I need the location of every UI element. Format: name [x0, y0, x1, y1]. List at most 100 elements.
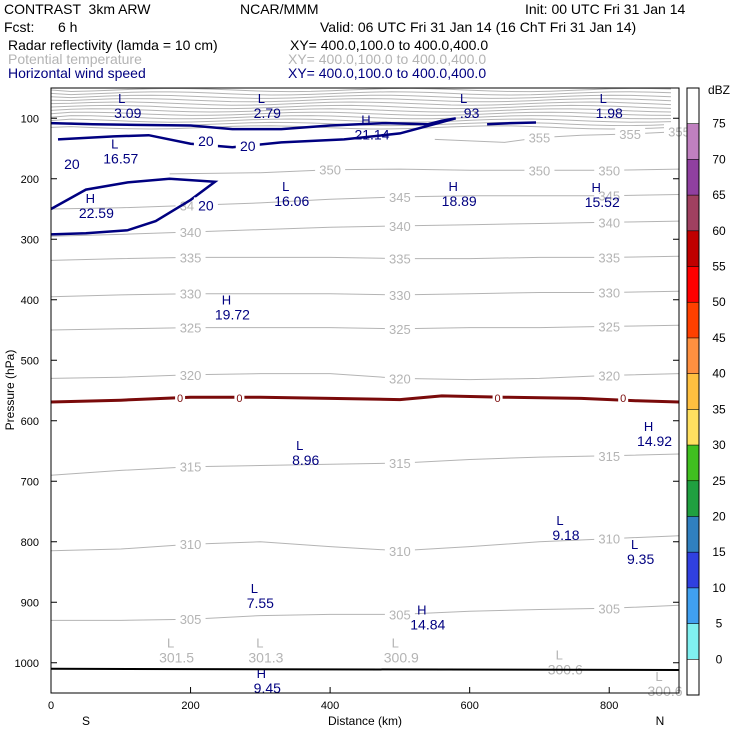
colorbar-unit: dBZ — [708, 83, 730, 97]
colorbar-swatch — [687, 159, 699, 196]
extremum-value: .93 — [460, 105, 480, 121]
theta-label-bg — [594, 600, 625, 616]
stratosphere-theta-line — [50, 118, 672, 123]
extremum-value: 14.84 — [410, 616, 445, 632]
wind-label-bg — [193, 197, 218, 213]
colorbar-swatch — [687, 659, 699, 695]
stratosphere-theta-line — [50, 91, 672, 96]
colorbar-frame — [686, 87, 700, 696]
extremum-value: 300.9 — [384, 650, 419, 666]
colorbar-swatch — [687, 552, 699, 588]
theta-label-315: 315 — [180, 460, 202, 475]
theta-label-320: 320 — [389, 371, 411, 386]
theta-label-340: 340 — [389, 219, 411, 234]
extremum-high-marker: H — [222, 293, 231, 308]
extremum-high-marker: H — [86, 191, 95, 206]
colorbar-label: 15 — [712, 545, 726, 559]
theta-label-315: 315 — [389, 456, 411, 471]
wind-speed-label: 20 — [64, 156, 80, 172]
extremum-low-marker: L — [296, 438, 303, 453]
colorbar-label: 70 — [712, 152, 726, 166]
theta-label-bg — [384, 370, 415, 386]
x-tick-label: 600 — [460, 700, 478, 712]
theta-label-bg — [594, 318, 625, 334]
y-tick-label: 400 — [21, 295, 39, 307]
colorbar-swatch — [687, 480, 699, 517]
wind-contour-20-right — [487, 121, 537, 126]
wind-label-bg — [59, 156, 84, 172]
extremum-low-marker: L — [556, 648, 563, 663]
theta-label-320: 320 — [180, 368, 202, 383]
theta-label-bg — [594, 367, 625, 383]
wind-speed-label: 20 — [240, 138, 256, 154]
theta-label-310: 310 — [180, 537, 202, 552]
org-name: NCAR/MMM — [240, 1, 319, 17]
extremum-value: 19.72 — [215, 307, 250, 323]
y-axis-label: Pressure (hPa) — [3, 350, 17, 431]
colorbar-label: 35 — [712, 402, 726, 416]
theta-label-350: 350 — [598, 163, 620, 178]
init-time: Init: 00 UTC Fri 31 Jan 14 — [525, 1, 686, 17]
theta-label-bg — [384, 455, 415, 471]
freezing-label-bg — [492, 391, 503, 403]
stratosphere-theta-line — [50, 111, 672, 116]
field-xy-reflectivity: XY= 400.0,100.0 to 400.0,400.0 — [290, 37, 489, 53]
theta-label-bg — [594, 214, 625, 230]
forecast-label: Fcst: — [4, 19, 35, 35]
field-xy-wind: XY= 400.0,100.0 to 400.0,400.0 — [288, 65, 487, 81]
theta-label-bg — [594, 187, 625, 203]
extremum-low-marker: L — [631, 537, 638, 552]
theta-label-bg — [175, 223, 206, 239]
freezing-level-label: 0 — [495, 393, 501, 405]
theta-label-bg — [384, 320, 415, 336]
theta-label-bg — [175, 536, 206, 552]
theta-label-355: 355 — [619, 127, 641, 142]
extremum-value: 3.09 — [114, 105, 141, 121]
theta-label-305: 305 — [180, 612, 202, 627]
freezing-level-label: 0 — [236, 393, 242, 405]
extremum-low-marker: L — [118, 91, 125, 106]
extremum-high-marker: H — [361, 112, 370, 127]
extremum-high-marker: H — [592, 180, 601, 195]
extremum-high-marker: H — [257, 666, 266, 681]
extremum-value: 301.3 — [248, 650, 283, 666]
extremum-low-marker: L — [258, 91, 265, 106]
wind-speed-label: 20 — [198, 133, 214, 149]
x-tick-label: 200 — [181, 700, 199, 712]
extremum-low-marker: L — [167, 636, 174, 651]
colorbar-label: 60 — [712, 224, 726, 238]
colorbar-swatch — [687, 587, 699, 624]
extremum-low-marker: L — [251, 581, 258, 596]
stratosphere-theta-line — [50, 108, 672, 113]
theta-contour-315 — [50, 453, 680, 476]
theta-label-bg — [175, 611, 206, 627]
theta-label-325: 325 — [180, 321, 202, 336]
theta-label-350: 350 — [529, 163, 551, 178]
theta-label-bg — [384, 542, 415, 558]
theta-label-bg — [175, 458, 206, 474]
wind-label-bg — [235, 138, 260, 154]
y-tick-label: 300 — [21, 234, 39, 246]
theta-label-320: 320 — [598, 368, 620, 383]
theta-label-325: 325 — [389, 322, 411, 337]
y-tick-label: 100 — [21, 113, 39, 125]
x-axis-south-label: S — [82, 714, 90, 728]
theta-label-325: 325 — [598, 319, 620, 334]
colorbar-label: 75 — [712, 117, 726, 131]
y-tick-label: 700 — [21, 476, 39, 488]
theta-label-bg — [594, 249, 625, 265]
wind-speed-label: 20 — [198, 197, 214, 213]
colorbar-swatch — [687, 445, 699, 481]
colorbar-label: 65 — [712, 188, 726, 202]
theta-label-345: 345 — [598, 189, 620, 204]
stratosphere-theta-line — [50, 125, 672, 130]
theta-label-bg — [384, 286, 415, 302]
field-name-reflectivity: Radar reflectivity (lamda = 10 cm) — [8, 37, 218, 53]
extremum-low-marker: L — [111, 137, 118, 152]
theta-contour-310 — [50, 535, 680, 552]
theta-contour-335 — [50, 255, 680, 261]
theta-label-350: 350 — [319, 163, 341, 178]
freezing-level-label: 0 — [620, 393, 626, 405]
extremum-value: 16.06 — [274, 193, 309, 209]
stratosphere-theta-line — [50, 98, 672, 103]
